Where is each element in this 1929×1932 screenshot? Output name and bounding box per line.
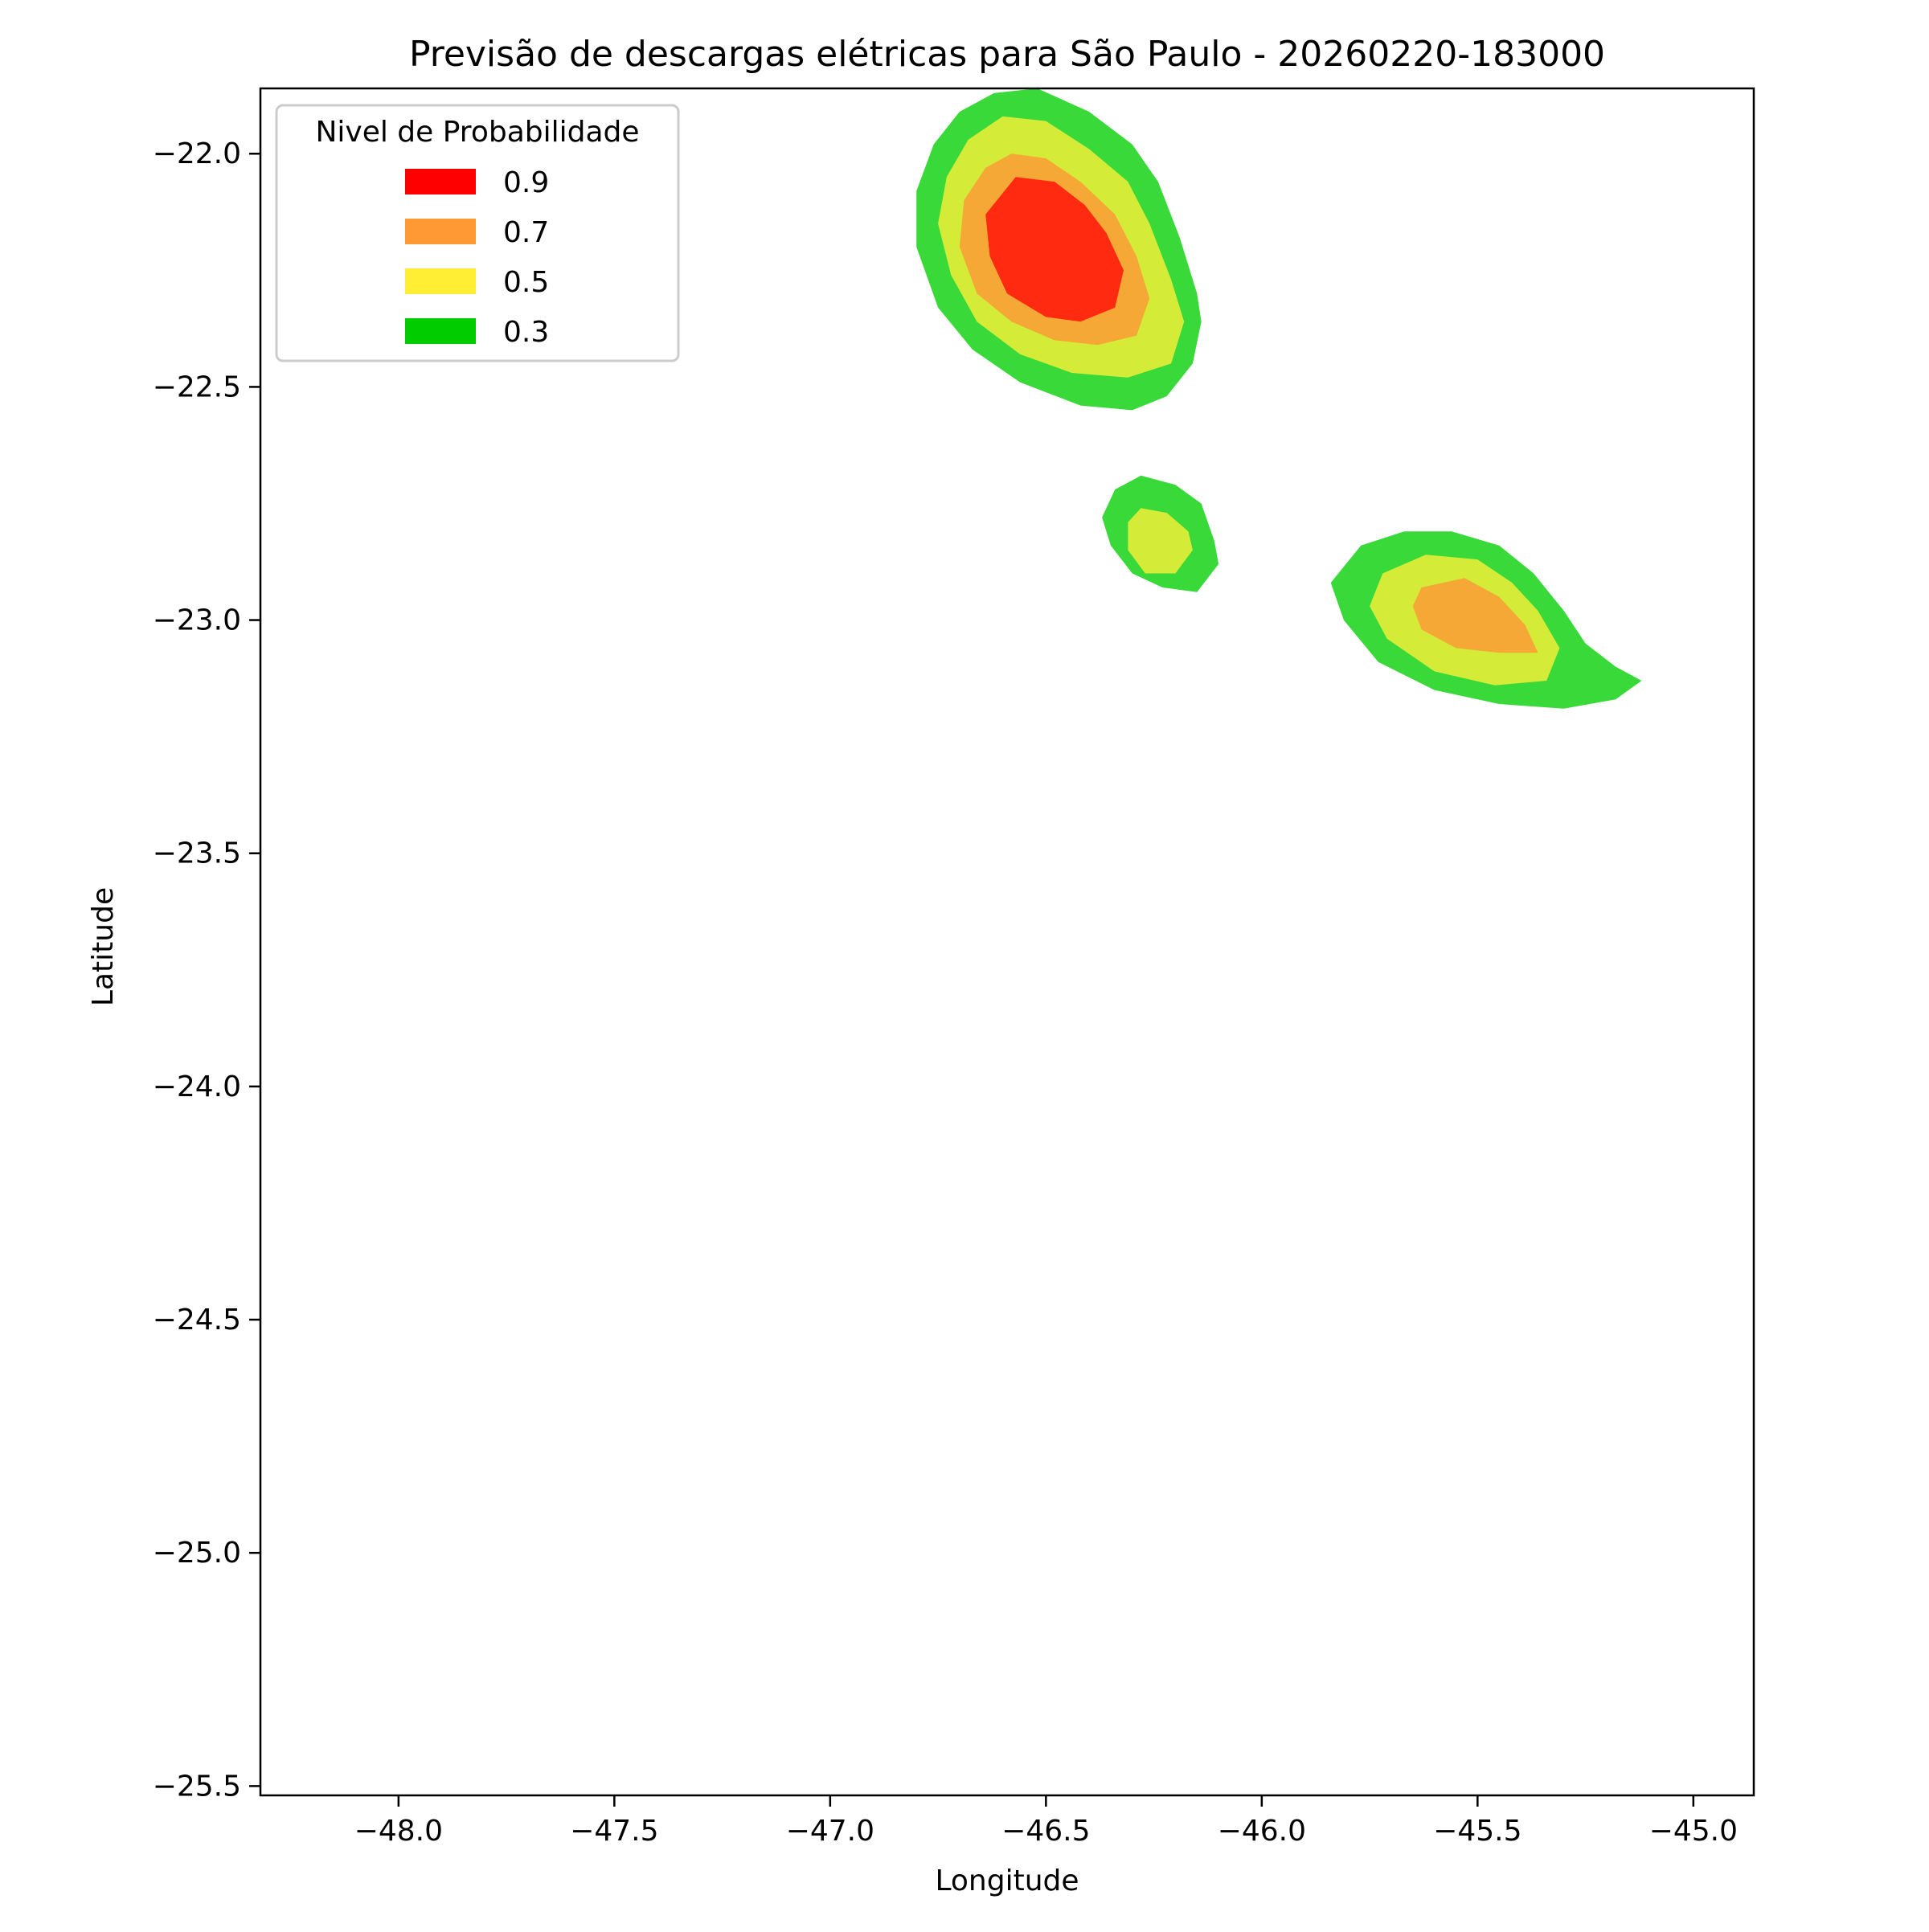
contour-region-cell-middle — [1102, 475, 1219, 592]
legend-title: Nivel de Probabilidade — [315, 116, 639, 149]
x-tick-label: −45.0 — [1649, 1815, 1738, 1848]
y-tick-label: −23.0 — [153, 604, 241, 637]
contour-fill-cell-east-level-0_7 — [1412, 578, 1538, 653]
contour-region-cell-east — [1330, 531, 1642, 709]
legend-swatch-0_7 — [405, 219, 476, 244]
legend-box — [275, 104, 680, 362]
x-tick-label: −46.5 — [1001, 1815, 1090, 1848]
y-tick-label: −22.5 — [153, 370, 241, 403]
legend-label-0_7: 0.7 — [503, 216, 549, 249]
y-tick-label: −24.0 — [153, 1070, 241, 1103]
x-tick-label: −48.0 — [354, 1815, 443, 1848]
contour-region-cell-north — [916, 88, 1202, 411]
y-tick-label: −24.5 — [153, 1304, 241, 1336]
axes-frame — [259, 87, 1755, 1797]
contour-fill-cell-middle-level-0_5 — [1128, 508, 1193, 574]
y-tick-label: −22.0 — [153, 137, 241, 170]
x-axis-ticks: −48.0 −47.5 −47.0 −46.5 −46.0 −45.5 −45.0 — [354, 1795, 1738, 1848]
x-tick-label: −47.5 — [570, 1815, 658, 1848]
legend-label-0_9: 0.9 — [503, 166, 549, 199]
legend-swatch-0_5 — [405, 268, 476, 294]
legend-label-0_5: 0.5 — [503, 266, 549, 299]
y-axis-ticks: −22.0 −22.5 −23.0 −23.5 −24.0 −24.5 −25.0 −25.5 — [153, 137, 260, 1803]
legend-swatch-0_9 — [405, 169, 476, 194]
plot-area — [916, 88, 1642, 709]
y-tick-label: −25.5 — [153, 1770, 241, 1803]
legend-swatch-0_3 — [405, 318, 476, 344]
y-tick-label: −23.5 — [153, 837, 241, 870]
x-tick-label: −47.0 — [786, 1815, 874, 1848]
y-tick-label: −25.0 — [153, 1537, 241, 1570]
x-tick-label: −46.0 — [1218, 1815, 1306, 1848]
y-axis-label: Latitude — [87, 887, 120, 1006]
contour-fill-cell-north-level-0_9 — [985, 177, 1124, 322]
x-tick-label: −45.5 — [1433, 1815, 1521, 1848]
x-axis-label: Longitude — [935, 1864, 1079, 1897]
chart-title: Previsão de descargas elétricas para São… — [409, 34, 1605, 75]
legend-entries: 0.9 0.7 0.5 0.3 — [405, 166, 549, 349]
legend-label-0_3: 0.3 — [503, 316, 549, 349]
legend: Nivel de Probabilidade 0.9 0.7 0.5 0.3 — [275, 104, 680, 362]
